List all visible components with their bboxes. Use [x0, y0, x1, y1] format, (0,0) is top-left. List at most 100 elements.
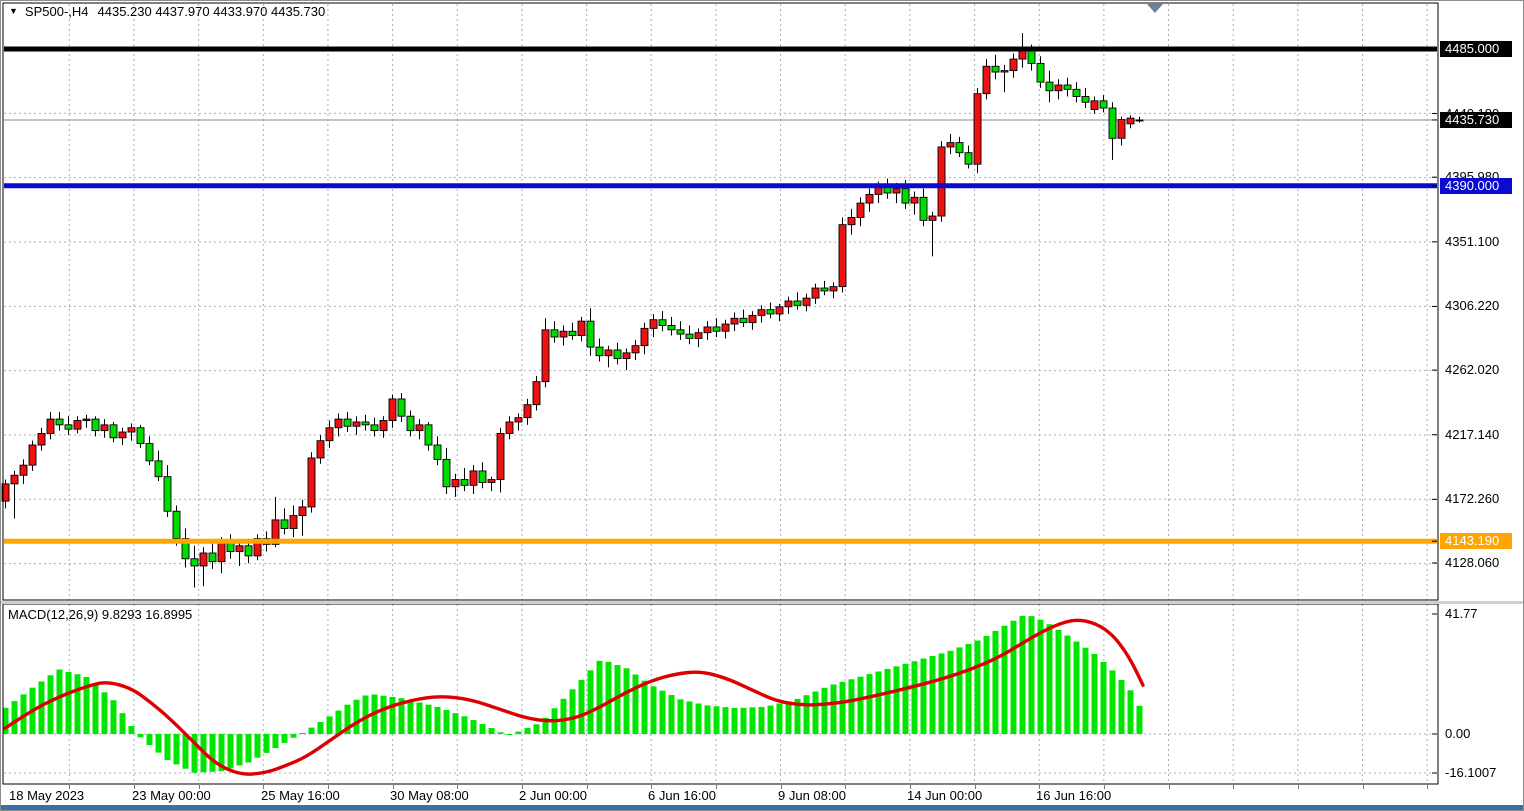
candle-body-down	[163, 476, 172, 512]
collapse-triangle-icon[interactable]: ▼	[9, 6, 18, 16]
macd-histogram-bar	[20, 694, 27, 734]
candle-body-down	[181, 538, 190, 560]
macd-histogram-bar	[506, 734, 513, 735]
macd-histogram-bar	[1091, 653, 1098, 734]
price-level-badge: 4435.730	[1440, 111, 1512, 128]
candle-body-down	[442, 458, 451, 488]
macd-histogram-bar	[821, 687, 828, 734]
macd-histogram-bar	[389, 696, 396, 734]
candle-body-up	[928, 215, 937, 221]
macd-histogram-bar	[524, 727, 531, 734]
macd-histogram-bar	[209, 734, 216, 772]
time-axis-label: 23 May 00:00	[132, 788, 211, 803]
candle-body-up	[874, 186, 883, 195]
candle-body-up	[631, 345, 640, 354]
price-axis-label: 4351.100	[1445, 233, 1500, 249]
price-chart-canvas[interactable]	[1, 1, 1439, 785]
macd-histogram-bar	[929, 655, 936, 734]
macd-histogram-bar	[965, 643, 972, 734]
candle-body-up	[541, 329, 550, 383]
candle-body-down	[406, 415, 415, 432]
candle-body-down	[1099, 100, 1108, 109]
candle-body-down	[901, 188, 910, 204]
candle-body-down	[685, 333, 694, 339]
candle-body-down	[397, 398, 406, 417]
time-axis-tick	[392, 785, 394, 789]
candle-body-up	[730, 317, 739, 325]
price-axis[interactable]: 4440.1804395.9804351.1004306.2204262.020…	[1439, 1, 1523, 785]
pane-divider[interactable]	[1, 601, 1523, 604]
candle-body-up	[577, 320, 586, 337]
time-axis[interactable]: 18 May 2023 23 May 00:00 25 May 16:00 30 Ma…	[1, 785, 1439, 805]
macd-histogram-bar	[1055, 629, 1062, 734]
macd-histogram-bar	[1037, 619, 1044, 734]
macd-histogram-bar	[569, 689, 576, 734]
macd-histogram-bar	[974, 640, 981, 734]
candle-body-down	[64, 424, 73, 430]
candle-body-down	[55, 418, 64, 426]
candle-body-down	[613, 349, 622, 360]
macd-pane-border	[2, 603, 1439, 785]
candle-body-down	[676, 329, 685, 335]
macd-histogram-bar	[434, 706, 441, 734]
candle-body-up	[775, 306, 784, 315]
macd-histogram-bar	[1100, 661, 1107, 734]
candle-body-down	[667, 325, 676, 331]
candle-body-up	[604, 349, 613, 357]
candle-body-down	[172, 510, 181, 540]
candle-body-down	[964, 152, 973, 165]
candle-body-down	[190, 558, 199, 567]
candle-body-up	[514, 417, 523, 423]
candle-body-up	[1090, 100, 1099, 110]
macd-histogram-bar	[191, 734, 198, 773]
candle-body-down	[145, 443, 154, 462]
macd-histogram-bar	[47, 675, 54, 734]
candle-body-down	[766, 309, 775, 315]
macd-histogram-bar	[578, 679, 585, 734]
macd-histogram-bar	[587, 670, 594, 734]
candle-body-down	[1108, 107, 1117, 139]
time-axis-label: 16 Jun 16:00	[1036, 788, 1112, 803]
macd-histogram-bar	[938, 653, 945, 734]
candle-body-up	[973, 93, 982, 165]
macd-histogram-bar	[704, 705, 711, 734]
macd-histogram-bar	[677, 699, 684, 734]
macd-histogram-bar	[182, 734, 189, 769]
ohlc-readout: 4435.230 4437.970 4433.970 4435.730	[97, 4, 326, 19]
macd-axis-label: -16.1007	[1445, 765, 1497, 780]
candle-body-up	[37, 433, 46, 446]
candle-body-up	[640, 327, 649, 347]
candle-body-up	[379, 420, 388, 432]
candle-body-up	[757, 309, 766, 316]
time-axis-tick	[1362, 785, 1364, 789]
time-axis-tick	[909, 785, 911, 789]
macd-histogram-bar	[1109, 670, 1116, 734]
candle-body-up	[289, 515, 298, 529]
macd-histogram-bar	[749, 707, 756, 734]
macd-histogram-bar	[776, 703, 783, 734]
candle-body-down	[433, 444, 442, 460]
macd-histogram-bar	[983, 636, 990, 734]
macd-histogram-bar	[155, 734, 162, 753]
macd-histogram-bar	[119, 713, 126, 734]
price-axis-label: 4128.060	[1445, 554, 1500, 570]
price-axis-label: 4217.140	[1445, 426, 1500, 442]
candle-body-up	[118, 431, 127, 439]
macd-histogram-bar	[2, 707, 9, 734]
time-axis-tick	[1103, 785, 1105, 789]
macd-histogram-bar	[443, 710, 450, 734]
macd-histogram-bar	[803, 695, 810, 734]
macd-histogram-bar	[1118, 679, 1125, 734]
candle-body-down	[658, 319, 667, 326]
macd-histogram-bar	[263, 734, 270, 753]
candle-body-down	[820, 287, 829, 292]
candle-body-down	[550, 329, 559, 338]
chart-shift-marker-icon	[1147, 4, 1163, 13]
candle-body-up	[1054, 84, 1063, 92]
candle-body-up	[46, 418, 55, 434]
time-axis-tick	[1039, 785, 1041, 789]
macd-histogram-bar	[65, 671, 72, 734]
price-axis-label: 4172.260	[1445, 491, 1500, 507]
candle-body-down	[793, 300, 802, 306]
time-axis-tick	[651, 785, 653, 789]
